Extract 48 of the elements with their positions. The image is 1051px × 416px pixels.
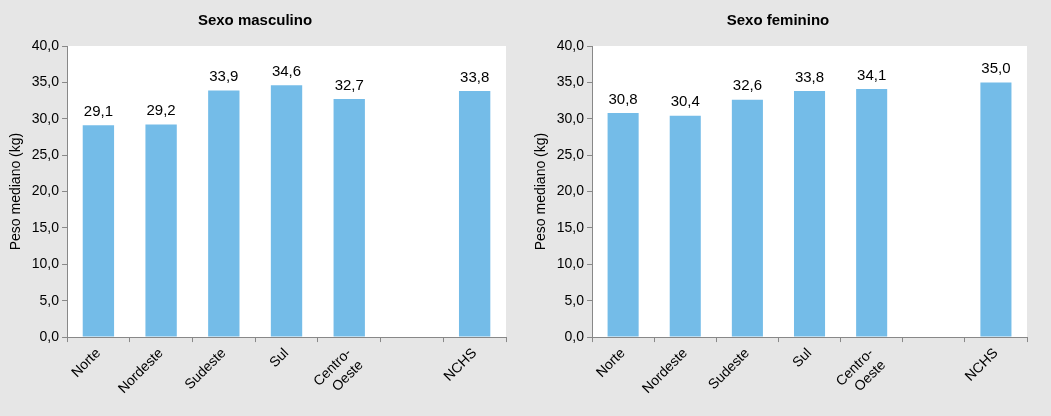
y-tick-label: 30,0 bbox=[31, 109, 60, 126]
y-tick-label: 40,0 bbox=[556, 36, 585, 53]
y-tick-label: 5,0 bbox=[564, 291, 585, 308]
bar bbox=[270, 85, 303, 337]
y-tick-label: 20,0 bbox=[556, 182, 585, 199]
data-label: 35,0 bbox=[981, 59, 1011, 77]
chart-title: Sexo feminino bbox=[726, 11, 830, 29]
bar bbox=[607, 112, 639, 337]
data-label: 30,4 bbox=[670, 92, 700, 110]
bar bbox=[669, 115, 701, 337]
y-tick-label: 25,0 bbox=[31, 146, 60, 163]
data-label: 33,9 bbox=[209, 67, 239, 85]
bar bbox=[856, 88, 888, 337]
data-label: 34,6 bbox=[271, 61, 302, 79]
y-tick-label: 5,0 bbox=[39, 291, 60, 308]
data-label: 32,6 bbox=[732, 76, 762, 94]
y-tick-label: 10,0 bbox=[556, 255, 585, 272]
y-tick-label: 40,0 bbox=[31, 36, 60, 53]
y-tick-label: 15,0 bbox=[556, 218, 585, 235]
y-tick-label: 10,0 bbox=[31, 255, 60, 272]
y-tick-label: 0,0 bbox=[564, 327, 585, 344]
data-label: 34,1 bbox=[857, 65, 887, 83]
y-tick-label: 35,0 bbox=[31, 73, 60, 90]
y-tick-label: 15,0 bbox=[31, 218, 60, 235]
x-tick-label: Sul bbox=[788, 344, 815, 371]
bar bbox=[82, 125, 115, 337]
y-tick-label: 20,0 bbox=[31, 182, 60, 199]
y-tick-label: 35,0 bbox=[556, 73, 585, 90]
x-tick-label: Sul bbox=[265, 344, 292, 371]
bar bbox=[731, 99, 763, 337]
bar bbox=[333, 99, 365, 337]
bar bbox=[208, 90, 240, 337]
data-label: 33,8 bbox=[794, 67, 825, 85]
y-axis-title: Peso mediano (kg) bbox=[532, 132, 549, 251]
data-label: 33,8 bbox=[460, 67, 490, 85]
y-tick-label: 0,0 bbox=[39, 327, 60, 344]
data-label: 30,8 bbox=[608, 89, 638, 107]
y-axis-title: Peso mediano (kg) bbox=[7, 132, 24, 251]
bar bbox=[145, 124, 177, 337]
y-tick-label: 25,0 bbox=[556, 146, 585, 163]
bar bbox=[980, 82, 1012, 337]
bar bbox=[458, 91, 491, 337]
bar bbox=[793, 91, 826, 337]
data-label: 32,7 bbox=[334, 75, 364, 93]
chart-title: Sexo masculino bbox=[197, 11, 313, 29]
data-label: 29,1 bbox=[83, 101, 113, 119]
data-label: 29,2 bbox=[146, 101, 176, 119]
y-tick-label: 30,0 bbox=[556, 109, 585, 126]
